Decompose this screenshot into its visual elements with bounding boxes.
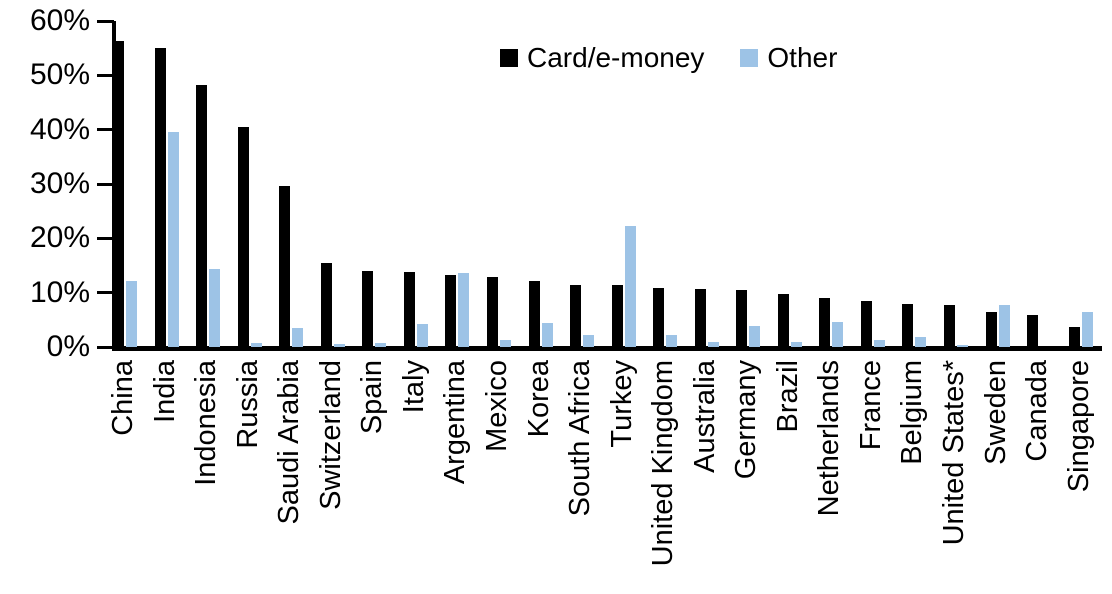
x-axis-label-united-states: United States* <box>938 360 970 546</box>
x-axis-label-singapore: Singapore <box>1062 360 1095 493</box>
x-axis-label-canada: Canada <box>1021 360 1054 462</box>
bar-card-e-money-france <box>860 301 872 347</box>
bar-other-indonesia <box>209 269 221 347</box>
y-axis-tick <box>97 345 114 349</box>
legend: Card/e-money Other <box>500 44 837 72</box>
legend-swatch-other <box>740 49 759 67</box>
y-axis-tick <box>97 291 114 295</box>
x-axis-label-sweden: Sweden <box>979 360 1012 465</box>
bar-card-e-money-canada <box>1027 315 1039 347</box>
bar-other-switzerland <box>333 344 345 347</box>
x-axis-label-south-africa: South Africa <box>564 360 597 517</box>
x-axis-label-spain: Spain <box>356 360 389 435</box>
bar-card-e-money-indonesia <box>196 85 208 347</box>
x-axis-label-mexico: Mexico <box>480 360 513 452</box>
bar-other-russia <box>250 343 262 347</box>
legend-item-other: Other <box>740 44 837 72</box>
x-axis-label-indonesia: Indonesia <box>190 360 223 486</box>
x-axis-label-germany: Germany <box>730 360 763 480</box>
x-axis-label-russia: Russia <box>231 360 264 449</box>
y-axis-tick <box>97 73 114 77</box>
bar-other-netherlands <box>832 322 844 347</box>
legend-item-card-e-money: Card/e-money <box>500 44 704 72</box>
bar-other-singapore <box>1081 312 1093 347</box>
bar-card-e-money-india <box>154 48 166 347</box>
y-axis-tick-label: 60% <box>29 4 90 37</box>
y-axis-tick-label: 10% <box>29 275 90 309</box>
bar-card-e-money-spain <box>362 271 374 347</box>
x-axis-label-switzerland: Switzerland <box>314 360 347 510</box>
bar-card-e-money-italy <box>403 272 415 347</box>
bar-other-korea <box>541 323 553 347</box>
bar-card-e-money-saudi-arabia <box>279 186 291 347</box>
bar-other-united-kingdom <box>666 335 678 347</box>
bar-card-e-money-australia <box>694 289 706 347</box>
x-axis-label-argentina: Argentina <box>439 360 472 485</box>
x-axis-label-france: France <box>854 360 887 451</box>
y-axis-tick-label: 20% <box>29 221 90 255</box>
bar-other-south-africa <box>583 335 595 347</box>
bar-card-e-money-germany <box>736 290 748 347</box>
bar-card-e-money-singapore <box>1068 327 1080 347</box>
bar-card-e-money-russia <box>237 127 249 347</box>
bar-other-france <box>873 340 885 347</box>
bar-card-e-money-mexico <box>486 277 498 347</box>
bar-other-germany <box>749 326 761 347</box>
x-axis-label-turkey: Turkey <box>605 360 638 448</box>
y-axis-tick <box>97 236 114 240</box>
bar-other-india <box>167 132 179 347</box>
bar-card-e-money-belgium <box>902 304 914 347</box>
bar-other-saudi-arabia <box>292 328 304 347</box>
x-axis-label-belgium: Belgium <box>896 360 929 465</box>
bar-other-spain <box>375 343 387 347</box>
x-axis-label-korea: Korea <box>522 360 555 438</box>
x-axis-label-italy: Italy <box>397 360 430 414</box>
bar-card-e-money-turkey <box>611 285 623 347</box>
bar-card-e-money-united-states <box>944 305 955 347</box>
bar-card-e-money-united-kingdom <box>653 288 665 347</box>
y-axis-tick-label: 0% <box>46 330 90 363</box>
bar-card-e-money-netherlands <box>819 298 831 347</box>
bar-card-e-money-china <box>113 41 124 347</box>
bar-other-mexico <box>499 340 511 347</box>
bar-other-argentina <box>458 273 470 347</box>
y-axis-tick <box>97 182 114 186</box>
x-axis-label-saudi-arabia: Saudi Arabia <box>273 360 306 525</box>
bar-card-e-money-switzerland <box>320 263 332 347</box>
x-axis-label-india: India <box>148 360 181 423</box>
y-axis-tick-label: 30% <box>29 167 90 200</box>
y-axis-tick-label: 40% <box>29 112 90 146</box>
x-axis-label-united-kingdom: United Kingdom <box>647 360 680 567</box>
legend-label-card-e-money: Card/e-money <box>527 42 705 73</box>
bar-other-turkey <box>624 226 636 347</box>
x-axis-label-australia: Australia <box>688 360 721 473</box>
x-axis-label-netherlands: Netherlands <box>813 360 846 517</box>
bar-other-sweden <box>998 305 1010 347</box>
bar-card-e-money-korea <box>528 281 540 347</box>
bar-card-e-money-brazil <box>777 294 789 347</box>
y-axis-tick-label: 50% <box>29 58 90 92</box>
bar-other-australia <box>707 342 719 347</box>
bar-card-e-money-south-africa <box>570 285 582 347</box>
legend-swatch-card-e-money <box>500 49 518 67</box>
bar-other-belgium <box>915 337 927 347</box>
bar-other-united-states <box>957 345 968 347</box>
x-axis-label-brazil: Brazil <box>771 360 804 433</box>
bar-card-e-money-argentina <box>445 275 457 347</box>
y-axis-tick <box>97 19 114 23</box>
legend-label-other: Other <box>767 42 838 73</box>
bar-card-e-money-sweden <box>985 312 997 347</box>
x-axis-label-china: China <box>107 360 139 436</box>
y-axis-tick <box>97 128 114 132</box>
bar-other-china <box>126 281 137 347</box>
x-axis-line <box>112 346 1102 351</box>
bar-other-italy <box>416 324 428 347</box>
bar-other-brazil <box>790 342 802 347</box>
